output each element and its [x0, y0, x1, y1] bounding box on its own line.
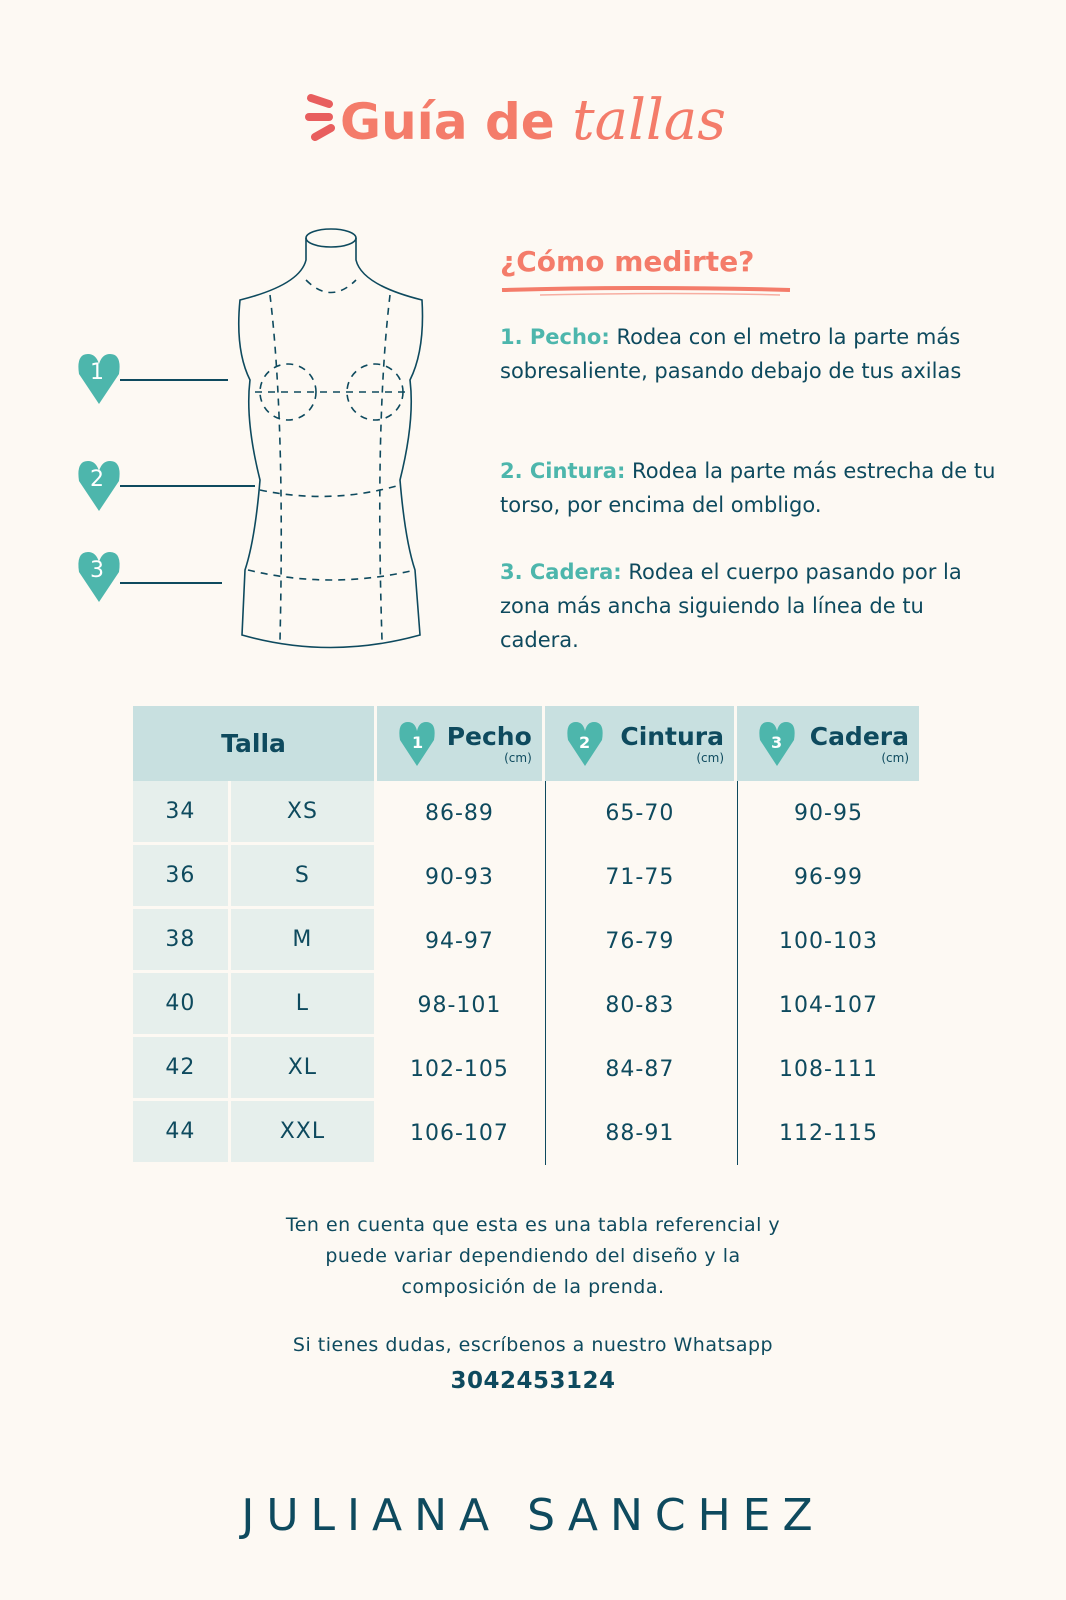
size-letter: L [230, 973, 375, 1037]
heart-3-icon [78, 552, 120, 602]
size-number: 38 [133, 909, 228, 973]
pecho-value: 106-107 [409, 1120, 509, 1146]
size-number: 40 [133, 973, 228, 1037]
whatsapp-number[interactable]: 3042453124 [450, 1368, 616, 1394]
pecho-value: 86-89 [424, 800, 494, 826]
cintura-value: 80-83 [544, 973, 734, 1037]
cintura-value: 76-79 [544, 909, 734, 973]
heart-3-number: 3 [90, 558, 104, 583]
page-title: Guía de tallas [340, 88, 726, 153]
pecho-value: 90-93 [424, 864, 494, 890]
cadera-value: 100-103 [737, 909, 919, 973]
mannequin-illustration [120, 228, 424, 649]
header-talla: Talla [133, 706, 375, 781]
size-number: 44 [133, 1101, 228, 1165]
table-row: 36 S 90-93 71-75 96-99 [133, 845, 919, 909]
size-letter: S [230, 845, 375, 909]
step-cadera: 3. Cadera: Rodea el cuerpo pasando por l… [500, 560, 962, 652]
heart-2-icon: 2 [567, 722, 603, 766]
cintura-value: 65-70 [544, 781, 734, 845]
disclaimer: Ten en cuenta que esta es una tabla refe… [285, 1214, 781, 1298]
size-letter: XS [230, 781, 375, 845]
cadera-value: 90-95 [737, 781, 919, 845]
measure-hearts [78, 354, 120, 602]
header-cadera: 3 Cadera (cm) [737, 706, 919, 781]
size-number: 42 [133, 1037, 228, 1101]
step-pecho: 1. Pecho: Rodea con el metro la parte má… [500, 325, 962, 383]
size-letter: XXL [230, 1101, 375, 1165]
cadera-value: 96-99 [737, 845, 919, 909]
size-letter: XL [230, 1037, 375, 1101]
pecho-value: 94-97 [424, 928, 494, 954]
heart-1-icon [78, 354, 120, 404]
header-pecho: 1 Pecho (cm) [377, 706, 542, 781]
cintura-value: 84-87 [544, 1037, 734, 1101]
svg-text:3: 3 [771, 733, 782, 752]
contact-text: Si tienes dudas, escríbenos a nuestro Wh… [292, 1334, 774, 1356]
size-letter: M [230, 909, 375, 973]
svg-text:1: 1 [412, 733, 423, 752]
heart-1-icon: 1 [399, 722, 435, 766]
table-row: 38 M 94-97 76-79 100-103 [133, 909, 919, 973]
table-row: 34 XS 86-89 65-70 90-95 [133, 781, 919, 845]
pecho-value: 98-101 [417, 992, 502, 1018]
heart-2-icon [78, 461, 120, 511]
cadera-value: 104-107 [737, 973, 919, 1037]
brand-name: JULIANA SANCHEZ [241, 1490, 825, 1541]
pecho-value: 102-105 [409, 1056, 509, 1082]
cintura-value: 71-75 [544, 845, 734, 909]
size-table: Talla 1 Pecho (cm) 2 Cintura (cm) 3 Cadera (cm… [130, 706, 922, 1165]
table-row: 42 XL 102-105 84-87 108-111 [133, 1037, 919, 1101]
cadera-value: 112-115 [737, 1101, 919, 1165]
heart-2-number: 2 [90, 467, 104, 492]
step-cintura: 2. Cintura: Rodea la parte más estrecha … [500, 459, 996, 517]
table-row: 44 XXL 106-107 88-91 112-115 [133, 1101, 919, 1165]
table-row: 40 L 98-101 80-83 104-107 [133, 973, 919, 1037]
cadera-value: 108-111 [737, 1037, 919, 1101]
cintura-value: 88-91 [544, 1101, 734, 1165]
header-cintura: 2 Cintura (cm) [544, 706, 735, 781]
heart-3-icon: 3 [759, 722, 795, 766]
accent-dashes-icon [305, 94, 335, 141]
size-number: 34 [133, 781, 228, 845]
how-to-measure-heading: ¿Cómo medirte? [500, 245, 755, 278]
svg-text:2: 2 [579, 733, 590, 752]
brush-underline [501, 286, 791, 296]
size-number: 36 [133, 845, 228, 909]
heart-1-number: 1 [90, 360, 104, 385]
